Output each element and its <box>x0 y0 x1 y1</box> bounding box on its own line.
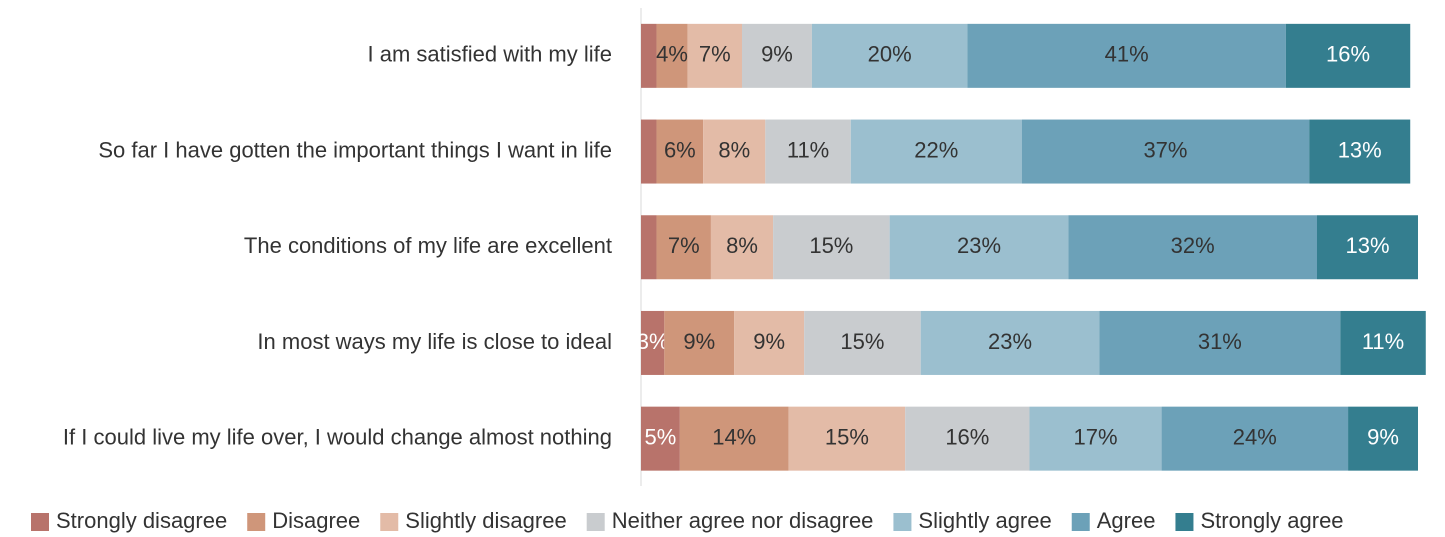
bar-segment <box>1348 406 1418 471</box>
legend-swatch <box>247 513 266 531</box>
legend-swatch <box>893 513 912 531</box>
value-label: 15% <box>840 329 884 354</box>
bar-segment <box>920 310 1100 375</box>
bar-segment <box>967 23 1286 88</box>
bar-segment <box>641 23 657 88</box>
value-label: 14% <box>712 424 756 449</box>
value-label: 20% <box>868 42 912 67</box>
bar-segment <box>1161 406 1349 471</box>
bar-segment <box>641 215 657 280</box>
value-label: 9% <box>753 329 785 354</box>
bar-segment <box>656 23 688 88</box>
bar-segment <box>742 23 812 88</box>
value-label: 16% <box>945 424 989 449</box>
value-label: 4% <box>656 42 688 67</box>
bar-segment <box>664 310 735 375</box>
bar-segment <box>773 215 890 280</box>
bar-segment <box>734 310 805 375</box>
legend-swatch <box>1175 513 1194 531</box>
value-label: 17% <box>1074 424 1118 449</box>
bar-segment <box>641 406 680 471</box>
bar-segment <box>788 406 906 471</box>
value-label: 16% <box>1326 42 1370 67</box>
value-label: 9% <box>761 42 793 67</box>
value-label: 15% <box>825 424 869 449</box>
value-label: 11% <box>787 137 829 162</box>
category-label: In most ways my life is close to ideal <box>257 329 612 354</box>
legend-swatch <box>1071 513 1090 531</box>
bar-segment <box>1029 406 1162 471</box>
bar-segment <box>804 310 921 375</box>
bar-segment <box>1285 23 1411 88</box>
value-label: 41% <box>1105 42 1149 67</box>
category-label: I am satisfied with my life <box>367 42 612 67</box>
category-label: If I could live my life over, I would ch… <box>63 424 612 449</box>
bar-segment <box>641 119 657 184</box>
legend-label: Strongly disagree <box>56 508 227 533</box>
legend-swatch <box>380 513 399 531</box>
bar-segment <box>656 119 704 184</box>
bar-segment <box>850 119 1022 184</box>
value-label: 5% <box>645 424 677 449</box>
value-label: 8% <box>718 137 750 162</box>
value-label: 7% <box>699 42 731 67</box>
value-label: 3% <box>637 329 669 354</box>
bar-segment <box>687 23 743 88</box>
bar-segment <box>1068 215 1317 280</box>
value-label: 23% <box>957 233 1001 258</box>
value-label: 8% <box>726 233 758 258</box>
bar-segment <box>1021 119 1310 184</box>
bar-segment <box>905 406 1030 471</box>
value-label: 11% <box>1362 329 1404 354</box>
legend-label: Neither agree nor disagree <box>612 508 874 533</box>
value-label: 23% <box>988 329 1032 354</box>
legend-label: Strongly agree <box>1200 508 1343 533</box>
legend-label: Agree <box>1097 508 1156 533</box>
bar-segment <box>710 215 774 280</box>
value-label: 31% <box>1198 329 1242 354</box>
bar-segment <box>679 406 789 471</box>
value-label: 24% <box>1233 424 1277 449</box>
value-label: 22% <box>914 137 958 162</box>
bar-segment <box>1340 310 1426 375</box>
bar-segment <box>1309 119 1411 184</box>
category-label: The conditions of my life are excellent <box>244 233 612 258</box>
value-label: 6% <box>664 137 696 162</box>
legend-label: Slightly disagree <box>405 508 566 533</box>
value-label: 13% <box>1338 137 1382 162</box>
value-label: 13% <box>1345 233 1389 258</box>
category-label: So far I have gotten the important thing… <box>98 137 612 162</box>
value-label: 37% <box>1143 137 1187 162</box>
value-label: 7% <box>668 233 700 258</box>
bar-segment <box>1316 215 1418 280</box>
legend-label: Slightly agree <box>918 508 1051 533</box>
legend-swatch <box>31 513 49 531</box>
bar-segment <box>811 23 968 88</box>
legend-label: Disagree <box>272 508 360 533</box>
value-label: 15% <box>809 233 853 258</box>
bar-segment <box>656 215 711 280</box>
bar-segment <box>889 215 1069 280</box>
bar-segment <box>765 119 851 184</box>
legend-swatch <box>586 513 605 531</box>
value-label: 32% <box>1171 233 1215 258</box>
value-label: 9% <box>1367 424 1399 449</box>
bar-segment <box>1099 310 1341 375</box>
bar-segment <box>703 119 766 184</box>
value-label: 9% <box>683 329 715 354</box>
bar-segment <box>641 310 665 375</box>
